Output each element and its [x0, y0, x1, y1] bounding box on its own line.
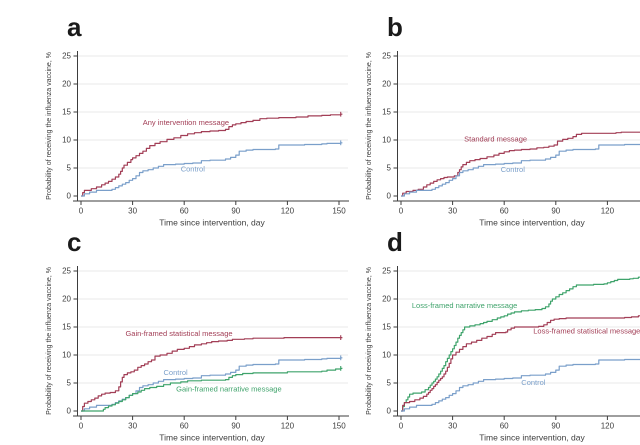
- x-tick-label: 0: [399, 207, 404, 216]
- y-tick-label: 20: [382, 295, 391, 304]
- x-tick-label: 60: [500, 422, 509, 431]
- series-label-control: Control: [164, 368, 189, 377]
- series-line-loss-framed-narrative-message: [401, 276, 640, 412]
- x-tick-label: 150: [332, 422, 346, 431]
- y-tick-label: 10: [62, 351, 71, 360]
- x-tick-label: 90: [551, 422, 560, 431]
- series-line-control: [401, 143, 640, 197]
- x-axis-title: Time since intervention, day: [159, 433, 265, 443]
- x-axis-title: Time since intervention, day: [479, 433, 585, 443]
- x-tick-label: 90: [551, 207, 560, 216]
- series-line-control: [401, 358, 640, 412]
- x-tick-label: 30: [128, 422, 137, 431]
- x-tick-label: 60: [180, 422, 189, 431]
- x-tick-label: 150: [332, 207, 346, 216]
- x-tick-label: 30: [448, 207, 457, 216]
- y-tick-label: 25: [62, 52, 71, 61]
- y-tick-label: 15: [62, 323, 71, 332]
- y-tick-label: 0: [67, 407, 72, 416]
- x-axis-title: Time since intervention, day: [479, 218, 585, 228]
- x-tick-label: 120: [281, 207, 295, 216]
- x-axis-title: Time since intervention, day: [159, 218, 265, 228]
- y-tick-label: 25: [62, 267, 71, 276]
- y-axis-title: Probability of receiving the influenza v…: [366, 267, 373, 415]
- y-tick-label: 25: [382, 267, 391, 276]
- panel-c-letter: c: [67, 227, 82, 257]
- y-tick-label: 0: [387, 192, 392, 201]
- x-tick-label: 60: [500, 207, 509, 216]
- y-tick-label: 5: [67, 164, 72, 173]
- y-tick-label: 0: [387, 407, 392, 416]
- x-tick-label: 30: [128, 207, 137, 216]
- panel-a-plot: 0 5 10 15 20 25 0 30 60 90 120 150 Time since interv…: [46, 51, 349, 228]
- y-tick-label: 15: [62, 108, 71, 117]
- series-line-gain-framed-narrative-message: [81, 367, 343, 412]
- x-tick-label: 120: [601, 207, 615, 216]
- series-label-standard-message: Standard message: [464, 134, 527, 143]
- x-tick-label: 0: [399, 422, 404, 431]
- series-line-any-intervention-message: [81, 113, 343, 197]
- series-label-control: Control: [521, 378, 546, 387]
- y-tick-label: 20: [382, 80, 391, 89]
- panel-d-letter: d: [387, 227, 403, 257]
- series-line-standard-message: [401, 131, 640, 197]
- series-label-loss-framed-narrative-message: Loss-framed narrative message: [412, 301, 517, 310]
- x-tick-label: 0: [79, 422, 84, 431]
- y-tick-label: 5: [387, 164, 392, 173]
- x-tick-label: 30: [448, 422, 457, 431]
- y-tick-label: 15: [382, 108, 391, 117]
- series-label-any-intervention-message: Any intervention message: [143, 118, 229, 127]
- x-tick-label: 60: [180, 207, 189, 216]
- y-axis-title: Probability of receiving the influenza v…: [46, 267, 53, 415]
- y-tick-label: 20: [62, 295, 71, 304]
- four-panel-survival-figure: a 0 5 10 15 20 25 0 30 60 90 120 150 Time since inte…: [40, 12, 640, 443]
- y-axis-title: Probability of receiving the influenza v…: [46, 52, 53, 200]
- series-label-gain-framed-statistical-message: Gain-framed statistical message: [125, 329, 232, 338]
- panel-c: c 0 5 10 15 20 25 0 30 60 90 120 150 Time since inte…: [40, 227, 360, 445]
- y-axis-title: Probability of receiving the influenza v…: [366, 52, 373, 200]
- series-label-control: Control: [501, 165, 526, 174]
- y-tick-label: 5: [387, 379, 392, 388]
- panel-c-plot: 0 5 10 15 20 25 0 30 60 90 120 150 Time since interv…: [46, 266, 349, 443]
- y-tick-label: 10: [382, 136, 391, 145]
- series-line-loss-framed-statistical-message: [401, 315, 640, 412]
- x-tick-label: 90: [231, 207, 240, 216]
- x-tick-label: 120: [281, 422, 295, 431]
- y-tick-label: 10: [382, 351, 391, 360]
- panel-a-letter: a: [67, 12, 82, 42]
- y-tick-label: 15: [382, 323, 391, 332]
- y-tick-label: 0: [67, 192, 72, 201]
- y-tick-label: 5: [67, 379, 72, 388]
- y-tick-label: 10: [62, 136, 71, 145]
- series-label-loss-framed-statistical-message: Loss-framed statistical message: [533, 326, 640, 335]
- panel-b-letter: b: [387, 12, 403, 42]
- series-line-gain-framed-statistical-message: [81, 337, 343, 412]
- series-line-control: [81, 142, 343, 197]
- x-tick-label: 120: [601, 422, 615, 431]
- x-tick-label: 0: [79, 207, 84, 216]
- panel-a: a 0 5 10 15 20 25 0 30 60 90 120 150 Time since inte…: [40, 12, 360, 230]
- x-tick-label: 90: [231, 422, 240, 431]
- series-label-control: Control: [181, 165, 206, 174]
- series-label-gain-framed-narrative-message: Gain-framed narrative message: [176, 385, 281, 394]
- y-tick-label: 25: [382, 52, 391, 61]
- y-tick-label: 20: [62, 80, 71, 89]
